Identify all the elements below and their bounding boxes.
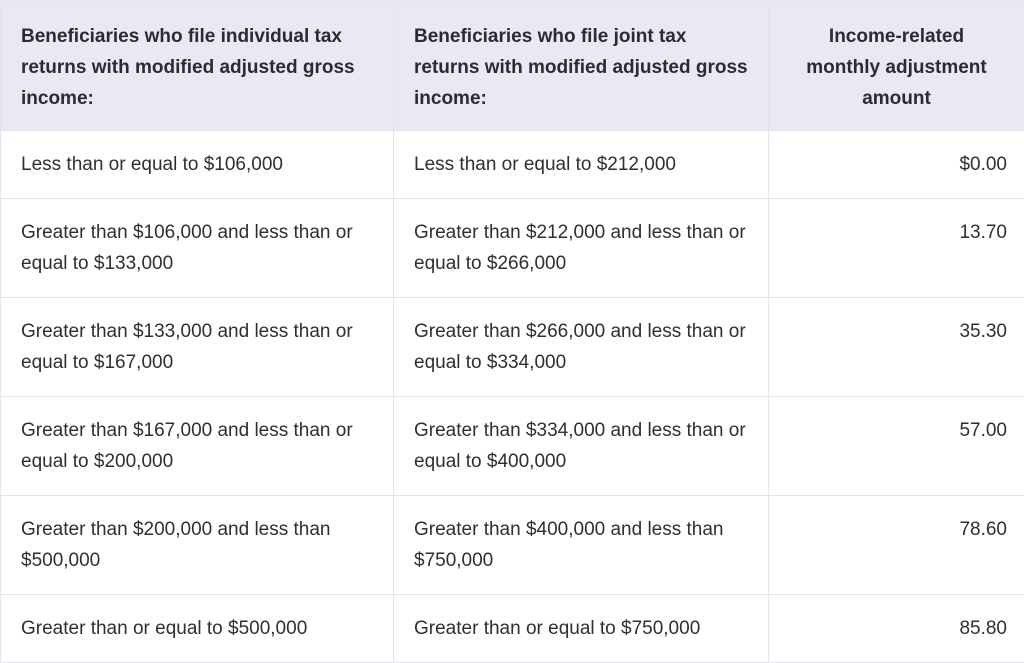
cell-amount: 57.00 bbox=[769, 397, 1024, 496]
cell-joint: Less than or equal to $212,000 bbox=[394, 131, 769, 199]
table-row: Greater than or equal to $500,000 Greate… bbox=[1, 595, 1024, 663]
table-row: Less than or equal to $106,000 Less than… bbox=[1, 131, 1024, 199]
cell-individual: Greater than $167,000 and less than or e… bbox=[1, 397, 394, 496]
table-row: Greater than $200,000 and less than $500… bbox=[1, 496, 1024, 595]
table-row: Greater than $106,000 and less than or e… bbox=[1, 199, 1024, 298]
cell-individual: Less than or equal to $106,000 bbox=[1, 131, 394, 199]
cell-amount: 85.80 bbox=[769, 595, 1024, 663]
cell-joint: Greater than $334,000 and less than or e… bbox=[394, 397, 769, 496]
header-joint: Beneficiaries who file joint tax returns… bbox=[394, 1, 769, 131]
cell-individual: Greater than $133,000 and less than or e… bbox=[1, 298, 394, 397]
cell-joint: Greater than $400,000 and less than $750… bbox=[394, 496, 769, 595]
header-amount: Income-related monthly adjustment amount bbox=[769, 1, 1024, 131]
cell-amount: 13.70 bbox=[769, 199, 1024, 298]
header-individual: Beneficiaries who file individual tax re… bbox=[1, 1, 394, 131]
table-row: Greater than $167,000 and less than or e… bbox=[1, 397, 1024, 496]
cell-individual: Greater than $106,000 and less than or e… bbox=[1, 199, 394, 298]
cell-amount: 35.30 bbox=[769, 298, 1024, 397]
table-row: Greater than $133,000 and less than or e… bbox=[1, 298, 1024, 397]
cell-joint: Greater than $212,000 and less than or e… bbox=[394, 199, 769, 298]
cell-individual: Greater than or equal to $500,000 bbox=[1, 595, 394, 663]
cell-individual: Greater than $200,000 and less than $500… bbox=[1, 496, 394, 595]
cell-amount: $0.00 bbox=[769, 131, 1024, 199]
cell-joint: Greater than or equal to $750,000 bbox=[394, 595, 769, 663]
header-row: Beneficiaries who file individual tax re… bbox=[1, 1, 1024, 131]
cell-amount: 78.60 bbox=[769, 496, 1024, 595]
cell-joint: Greater than $266,000 and less than or e… bbox=[394, 298, 769, 397]
